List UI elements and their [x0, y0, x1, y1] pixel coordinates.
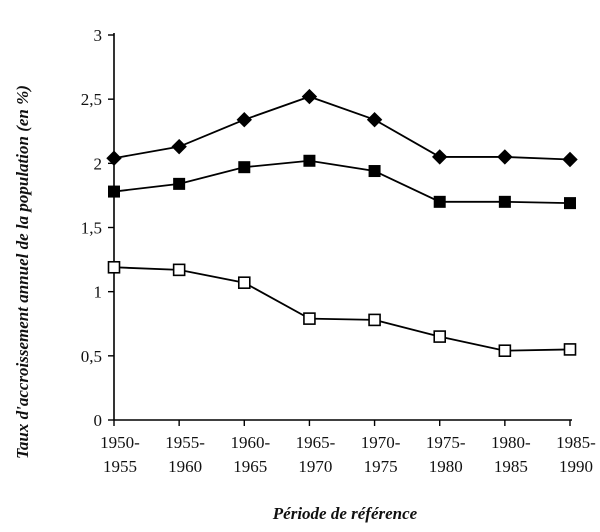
data-point [563, 343, 577, 356]
data-point [497, 149, 513, 165]
y-tick-label: 2,5 [81, 90, 102, 109]
series-line [113, 266, 571, 352]
data-point [562, 151, 578, 168]
series-filled-diamond [106, 88, 578, 168]
x-tick-label: 1970-1975 [361, 433, 401, 476]
y-tick-label: 0 [94, 411, 103, 430]
data-point [236, 111, 252, 128]
x-tick-label: 1960-1965 [230, 433, 270, 476]
data-point [237, 276, 251, 289]
data-point [498, 195, 511, 208]
axes [113, 33, 572, 421]
series-filled-square [108, 154, 576, 210]
data-point [433, 330, 447, 343]
series-line [113, 95, 571, 161]
data-point [172, 263, 186, 277]
data-point [301, 88, 318, 105]
data-point [368, 165, 381, 178]
y-tick-label: 2 [94, 154, 103, 173]
data-point [303, 154, 316, 167]
series-open-square [107, 260, 577, 358]
x-tick-label: 1965-1970 [296, 433, 336, 476]
y-tick-label: 1 [94, 283, 103, 302]
data-point [432, 149, 448, 165]
data-point [171, 138, 187, 155]
data-point [564, 197, 576, 210]
data-point [107, 260, 121, 274]
x-tick-label: 1950-1955 [100, 433, 140, 476]
data-point [108, 185, 120, 198]
y-tick-label: 1,5 [81, 219, 102, 238]
x-tick-label: 1980-1985 [491, 433, 531, 476]
data-point [238, 161, 251, 174]
data-point [303, 312, 316, 325]
data-point [498, 344, 512, 358]
ticks: 0 0,5 1 1,5 2 2,5 3 1950-1955 1955-1960 1960-1965… [81, 26, 596, 476]
data-point [433, 195, 446, 208]
data-point [368, 313, 381, 327]
series-line [113, 159, 571, 205]
data-point [366, 111, 383, 128]
data-point [106, 150, 122, 166]
data-point [173, 177, 186, 190]
y-tick-label: 3 [94, 26, 103, 45]
x-axis-title: Période de référence [272, 504, 418, 523]
x-tick-label: 1955-1960 [165, 433, 205, 476]
x-tick-label: 1975-1980 [426, 433, 466, 476]
y-tick-label: 0,5 [81, 347, 102, 366]
x-tick-label: 1985-1990 [556, 433, 596, 476]
series-layer [106, 88, 578, 358]
y-axis-title: Taux d'accroissement annuel de la popula… [13, 85, 32, 459]
